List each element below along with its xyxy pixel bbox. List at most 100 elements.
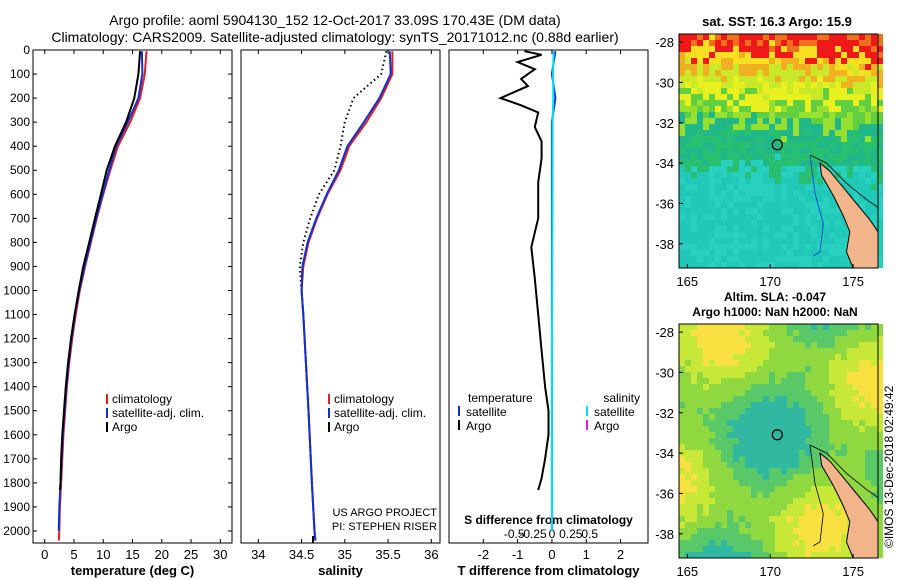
sla-map-cell [697, 456, 703, 462]
sla-map-cell [763, 348, 769, 354]
sla-map-cell [775, 420, 781, 426]
sst-map-cell [859, 184, 865, 190]
sst-map-cell [787, 76, 793, 82]
sla-map-cell [781, 330, 787, 336]
sla-map-cell [853, 420, 859, 426]
sla-map-cell [817, 480, 823, 486]
sla-map-cell [727, 474, 733, 480]
sst-map-cell [709, 208, 715, 214]
sla-map-cell [691, 528, 697, 534]
sla-map-cell [799, 504, 805, 510]
sla-map-cell [781, 432, 787, 438]
sla-map-cell [691, 336, 697, 342]
sst-map-cell [691, 160, 697, 166]
sla-map-cell [835, 504, 841, 510]
sla-map-cell [787, 330, 793, 336]
sla-map-cell [745, 432, 751, 438]
sst-map-cell [787, 52, 793, 58]
sst-map-cell [805, 106, 811, 112]
sla-map-cell [757, 354, 763, 360]
sst-map-cell [679, 136, 685, 142]
sla-map-cell [829, 438, 835, 444]
sla-map-cell [823, 534, 829, 540]
sla-map-cell [841, 510, 847, 516]
sla-map-cell [781, 450, 787, 456]
sla-map-cell [691, 402, 697, 408]
sla-map-cell [733, 528, 739, 534]
sla-map-cell [679, 348, 685, 354]
sla-map-cell [703, 450, 709, 456]
sla-map-cell [721, 420, 727, 426]
sst-map-cell [877, 256, 883, 262]
sla-map-cell [679, 324, 685, 330]
sla-map-cell [823, 498, 829, 504]
sla-map-cell [877, 480, 883, 486]
sst-map-cell [727, 130, 733, 136]
sst-map-cell [805, 244, 811, 250]
sla-map-cell [865, 426, 871, 432]
sst-map-cell [871, 40, 877, 46]
sla-map-cell [721, 492, 727, 498]
sla-map-cell [763, 468, 769, 474]
sla-map-cell [751, 456, 757, 462]
sst-map-cell [721, 220, 727, 226]
sla-map-cell [775, 402, 781, 408]
sst-map-cell [835, 136, 841, 142]
sst-map-cell [733, 70, 739, 76]
sst-map-cell [787, 232, 793, 238]
sla-map-cell [751, 360, 757, 366]
sla-map-cell [733, 522, 739, 528]
sla-map-cell [679, 414, 685, 420]
sla-map-cell [745, 396, 751, 402]
sla-map-cell [871, 348, 877, 354]
sst-map-cell [811, 166, 817, 172]
sst-map-cell [841, 118, 847, 124]
sst-map-cell [811, 136, 817, 142]
sla-map-cell [775, 528, 781, 534]
sst-map-cell [715, 160, 721, 166]
sst-map-cell [877, 124, 883, 130]
sst-map-cell [871, 148, 877, 154]
sla-map-cell [751, 498, 757, 504]
sla-map-cell [829, 384, 835, 390]
sst-map-cell [769, 244, 775, 250]
sla-map-cell [781, 522, 787, 528]
sst-map-cell [871, 196, 877, 202]
sla-map-cell [679, 462, 685, 468]
sst-map-cell [829, 70, 835, 76]
sst-map-cell [871, 94, 877, 100]
sst-map-cell [793, 124, 799, 130]
sst-map-cell [709, 88, 715, 94]
sst-map-cell [745, 184, 751, 190]
imos-credit: ©IMOS 13-Dec-2018 02:49:42 [882, 385, 896, 548]
sla-map-cell [787, 474, 793, 480]
sla-map-cell [811, 420, 817, 426]
sst-map-cell [793, 154, 799, 160]
sst-map-cell [853, 148, 859, 154]
sla-map-cell [703, 378, 709, 384]
sst-map-cell [769, 94, 775, 100]
sla-map-cell [739, 396, 745, 402]
sla-map-cell [709, 492, 715, 498]
sst-map-cell [811, 238, 817, 244]
sla-map-cell [679, 468, 685, 474]
sla-map-cell [709, 468, 715, 474]
sst-map-cell [751, 106, 757, 112]
sst-map-cell [727, 112, 733, 118]
sst-map-cell [811, 244, 817, 250]
sla-map-cell [859, 396, 865, 402]
sst-map-cell [775, 106, 781, 112]
sla-map-cell [715, 330, 721, 336]
sla-map-cell [703, 330, 709, 336]
sla-map-cell [811, 366, 817, 372]
sst-map-cell [841, 58, 847, 64]
sst-map-cell [679, 82, 685, 88]
sla-map-cell [691, 468, 697, 474]
sst-map-cell [823, 106, 829, 112]
sst-map-cell [745, 46, 751, 52]
sst-map-cell [769, 166, 775, 172]
sst-map-cell [835, 82, 841, 88]
sst-map-cell [733, 40, 739, 46]
sst-map-cell [823, 112, 829, 118]
sla-map-cell [733, 402, 739, 408]
